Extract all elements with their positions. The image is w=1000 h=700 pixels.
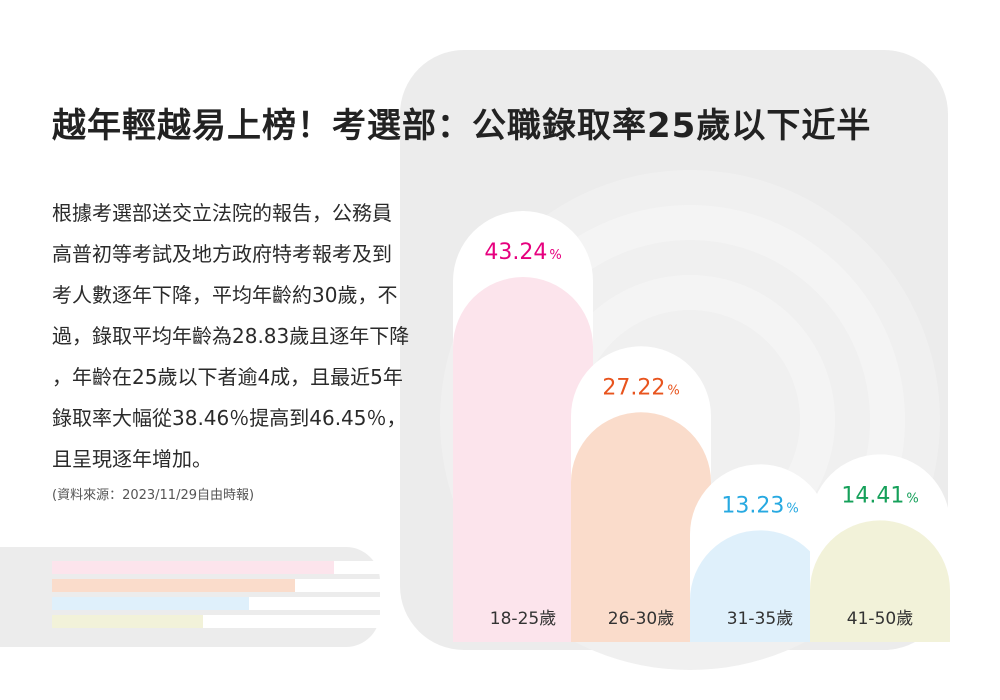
body-line: 高普初等考試及地方政府特考報考及到 [52,242,392,266]
data-label: 43.24% [484,240,561,265]
category-label: 18-25歲 [490,609,556,629]
bars-group [453,211,950,642]
body-line: 錄取率大幅從38.46％提高到46.45％， [52,406,407,430]
data-label: 27.22% [602,375,679,400]
strip-fill [52,579,295,592]
category-label: 26-30歲 [608,609,674,629]
body-line: 根據考選部送交立法院的報告，公務員 [52,201,392,225]
category-label: 31-35歲 [727,609,793,629]
body-line: 考人數逐年下降，平均年齡約30歲，不 [52,283,398,307]
page-title: 越年輕越易上榜！考選部：公職錄取率25歲以下近半 [52,106,872,146]
data-label: 13.23% [721,493,798,518]
source-note: (資料來源：2023/11/29自由時報) [52,488,255,503]
bar [453,277,593,642]
body-text: 根據考選部送交立法院的報告，公務員 高普初等考試及地方政府特考報考及到 考人數逐… [52,193,472,480]
labels-group: 43.24 % 18-25歲 27.22 % 26-30歲 13.23 % 31-35歲 14.4… [484,240,918,629]
bar [810,520,950,642]
body-line: ，年齡在25歲以下者逾4成，且最近5年 [52,365,403,389]
body-line: 且呈現逐年增加。 [52,447,212,471]
body-line: 過，錄取平均年齡為28.83歲且逐年下降 [52,324,410,348]
decorative-strips [0,547,380,647]
data-label: 14.41% [841,483,918,508]
bar [690,530,830,642]
category-label: 41-50歲 [847,609,913,629]
strip-fill [52,561,334,574]
bar [571,412,711,642]
strip-fill [52,615,203,628]
strip-fill [52,597,249,610]
